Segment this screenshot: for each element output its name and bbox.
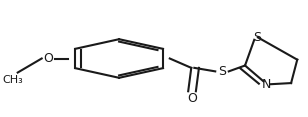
Text: S: S — [218, 65, 226, 78]
Text: O: O — [43, 52, 53, 65]
Text: S: S — [253, 31, 261, 44]
Text: N: N — [262, 78, 271, 91]
Text: O: O — [187, 92, 197, 105]
Text: CH₃: CH₃ — [3, 75, 23, 85]
